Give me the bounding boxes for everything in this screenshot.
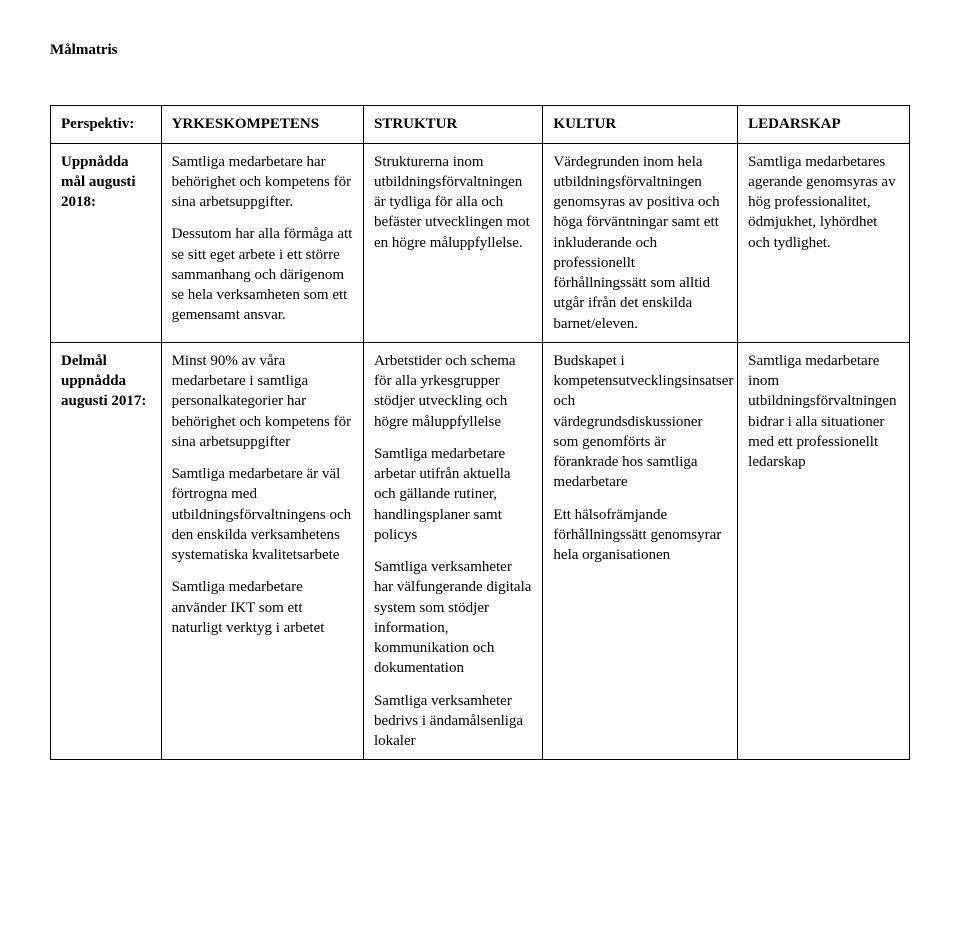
col-header-struktur: STRUKTUR <box>363 106 542 143</box>
cell-2018-yrkeskompetens: Samtliga medarbetare har behörighet och … <box>161 143 363 342</box>
table-row: Delmål uppnådda augusti 2017: Minst 90% … <box>51 342 910 760</box>
row-label-2018: Uppnådda mål augusti 2018: <box>51 143 162 342</box>
cell-paragraph: Dessutom har alla förmåga att se sitt eg… <box>172 224 353 325</box>
cell-paragraph: Samtliga verksamheter bedrivs i ändamåls… <box>374 691 532 752</box>
cell-2017-ledarskap: Samtliga medarbetare inom utbildningsför… <box>738 342 910 760</box>
cell-2018-struktur: Strukturerna inom utbildningsförvaltning… <box>363 143 542 342</box>
col-header-perspektiv: Perspektiv: <box>51 106 162 143</box>
cell-paragraph: Ett hälsofrämjande förhållningssätt geno… <box>553 505 727 566</box>
cell-paragraph: Samtliga verksamheter har välfungerande … <box>374 557 532 679</box>
row-label-2017: Delmål uppnådda augusti 2017: <box>51 342 162 760</box>
col-header-yrkeskompetens: YRKESKOMPETENS <box>161 106 363 143</box>
cell-2017-kultur: Budskapet i kompetensutvecklingsinsatser… <box>543 342 738 760</box>
col-header-ledarskap: LEDARSKAP <box>738 106 910 143</box>
cell-paragraph: Strukturerna inom utbildningsförvaltning… <box>374 152 532 253</box>
header-row: Perspektiv: YRKESKOMPETENS STRUKTUR KULT… <box>51 106 910 143</box>
cell-2018-kultur: Värdegrunden inom hela utbildningsförval… <box>543 143 738 342</box>
cell-paragraph: Samtliga medarbetare är väl förtrogna me… <box>172 464 353 565</box>
cell-2018-ledarskap: Samtliga medarbetares agerande genomsyra… <box>738 143 910 342</box>
cell-paragraph: Samtliga medarbetare inom utbildningsför… <box>748 351 899 473</box>
cell-2017-yrkeskompetens: Minst 90% av våra medarbetare i samtliga… <box>161 342 363 760</box>
cell-paragraph: Samtliga medarbetare har behörighet och … <box>172 152 353 213</box>
cell-paragraph: Budskapet i kompetensutvecklingsinsatser… <box>553 351 727 493</box>
cell-paragraph: Värdegrunden inom hela utbildningsförval… <box>553 152 727 334</box>
cell-paragraph: Arbetstider och schema för alla yrkesgru… <box>374 351 532 432</box>
cell-paragraph: Samtliga medarbetare arbetar utifrån akt… <box>374 444 532 545</box>
col-header-kultur: KULTUR <box>543 106 738 143</box>
cell-paragraph: Samtliga medarbetares agerande genomsyra… <box>748 152 899 253</box>
cell-paragraph: Samtliga medarbetare använder IKT som et… <box>172 577 353 638</box>
goal-matrix-table: Perspektiv: YRKESKOMPETENS STRUKTUR KULT… <box>50 105 910 760</box>
page-title: Målmatris <box>50 40 910 60</box>
table-row: Uppnådda mål augusti 2018: Samtliga meda… <box>51 143 910 342</box>
cell-2017-struktur: Arbetstider och schema för alla yrkesgru… <box>363 342 542 760</box>
cell-paragraph: Minst 90% av våra medarbetare i samtliga… <box>172 351 353 452</box>
